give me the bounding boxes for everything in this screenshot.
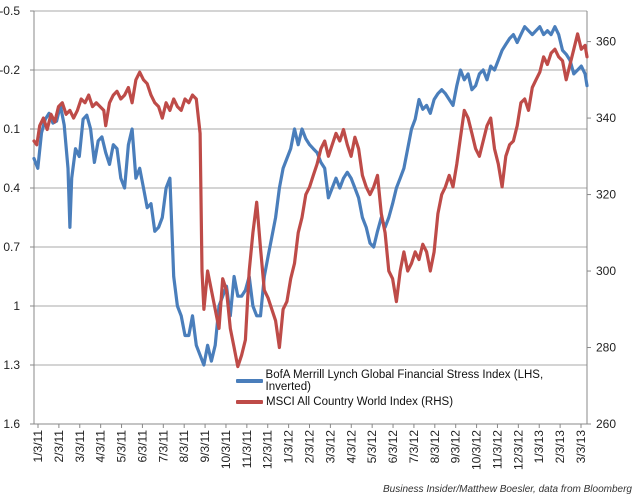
x-tick-label: 6/3/11 [135, 430, 149, 463]
legend-label-stress-index: BofA Merrill Lynch Global Financial Stre… [265, 368, 544, 393]
legend: BofA Merrill Lynch Global Financial Stre… [236, 368, 586, 412]
x-axis-ticks: 1/3/11 2/3/11 3/3/11 4/3/11 5/3/11 6/3/11 7/3/… [31, 424, 588, 470]
right-tick-label: 280 [596, 341, 616, 355]
x-tick-label: 12/3/11 [261, 430, 275, 469]
gridlines [34, 10, 587, 425]
x-tick-label: 10/3/12 [470, 430, 484, 470]
right-tick-label: 320 [596, 188, 616, 202]
right-tick-label: 360 [596, 35, 616, 49]
series-line-stress-index [32, 25, 589, 367]
x-tick-label: 3/3/11 [73, 430, 87, 463]
x-tick-label: 1/3/12 [282, 430, 296, 464]
axes [33, 11, 588, 425]
x-tick-label: 4/3/11 [94, 430, 108, 463]
x-tick-label: 4/3/12 [344, 430, 358, 464]
series-layer [32, 25, 589, 369]
legend-swatch-blue [236, 378, 263, 383]
legend-label-msci: MSCI All Country World Index (RHS) [266, 395, 454, 408]
series-line-msci [32, 32, 589, 369]
legend-item-msci: MSCI All Country World Index (RHS) [236, 391, 586, 412]
x-tick-label: 2/3/12 [303, 430, 317, 464]
x-tick-label: 5/3/12 [365, 430, 379, 464]
x-tick-label: 8/3/11 [177, 430, 191, 463]
x-tick-label: 1/3/13 [532, 430, 546, 464]
x-tick-label: 3/3/13 [574, 430, 588, 464]
x-tick-label: 2/3/13 [553, 430, 567, 464]
x-tick-label: 6/3/12 [386, 430, 400, 464]
left-tick-label: 0.4 [3, 181, 20, 195]
x-tick-label: 8/3/12 [428, 430, 442, 464]
left-tick-label: -0.2 [0, 63, 20, 77]
left-tick-label: 1.6 [3, 417, 20, 431]
left-tick-label: 0.7 [3, 240, 20, 254]
x-tick-label: 10/3/11 [219, 430, 233, 469]
x-tick-label: 2/3/11 [52, 430, 66, 463]
source-credit: Business Insider/Matthew Boesler, data f… [382, 484, 632, 495]
left-tick-label: 1 [13, 299, 20, 313]
left-tick-label: 0.1 [3, 122, 20, 136]
x-tick-label: 1/3/11 [31, 430, 45, 463]
x-tick-label: 11/3/12 [490, 430, 504, 469]
x-tick-label: 9/3/12 [449, 430, 463, 464]
x-tick-label: 12/3/12 [511, 430, 525, 470]
x-tick-label: 11/3/11 [240, 430, 254, 469]
left-tick-label: -0.5 [0, 4, 20, 18]
right-axis-ticks: 360 340 320 300 280 260 [587, 35, 616, 431]
right-tick-label: 340 [596, 111, 616, 125]
x-tick-label: 7/3/12 [407, 430, 421, 464]
left-axis-ticks: -0.5 -0.2 0.1 0.4 0.7 1 1.3 1.6 [0, 4, 34, 431]
x-tick-label: 9/3/11 [198, 430, 212, 463]
x-tick-label: 5/3/11 [115, 430, 129, 463]
x-tick-label: 3/3/12 [323, 430, 337, 464]
x-tick-label: 7/3/11 [156, 430, 170, 463]
right-tick-label: 300 [596, 264, 616, 278]
right-tick-label: 260 [596, 417, 616, 431]
left-tick-label: 1.3 [3, 358, 20, 372]
legend-swatch-red [236, 399, 263, 404]
legend-item-stress-index: BofA Merrill Lynch Global Financial Stre… [236, 368, 586, 393]
